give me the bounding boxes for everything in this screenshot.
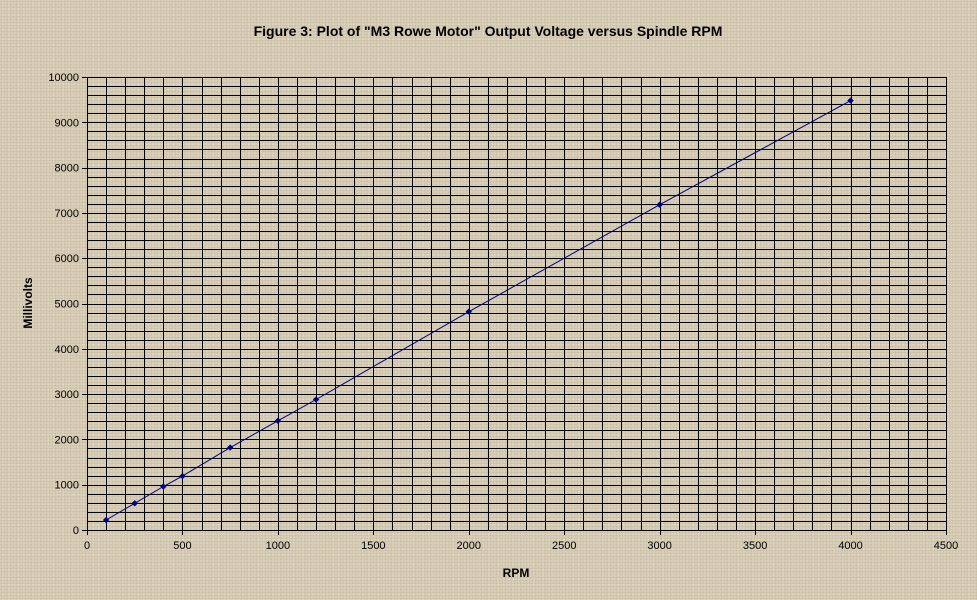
data-point	[312, 396, 320, 403]
data-point	[274, 417, 282, 425]
y-tick-label: 4000	[55, 344, 79, 356]
y-axis-title: Millivolts	[21, 277, 35, 329]
y-tick-label: 1000	[55, 480, 79, 492]
y-tick-label: 9000	[55, 117, 79, 129]
x-tick-label: 1500	[361, 540, 385, 552]
y-tick-label: 5000	[55, 299, 79, 311]
x-tick-label: 1000	[266, 540, 290, 552]
x-tick-label: 4000	[838, 540, 862, 552]
x-tick-label: 2000	[457, 540, 481, 552]
x-tick-label: 3000	[647, 540, 671, 552]
data-point	[179, 472, 186, 480]
y-tick-label: 2000	[55, 434, 79, 446]
x-axis-title: RPM	[503, 566, 530, 580]
y-tick-label: 3000	[55, 389, 79, 401]
series-line	[105, 100, 851, 521]
x-axis-ticks: 0 500 1000 1500 2000 2500 3000 3500 4000 4500	[84, 530, 958, 552]
data-point	[465, 308, 472, 315]
y-tick-label: 0	[73, 525, 79, 537]
data-point	[226, 444, 234, 451]
x-tick-label: 4500	[934, 540, 958, 552]
x-tick-label: 3500	[743, 540, 767, 552]
y-axis-ticks: 0 1000 2000 3000 4000 5000 6000 7000 8000 9000 100…	[48, 72, 87, 537]
data-point	[131, 500, 138, 507]
x-tick-label: 500	[173, 540, 191, 552]
x-tick-label: 0	[84, 540, 90, 552]
data-point	[160, 483, 167, 490]
plot-area	[87, 77, 946, 530]
data-point	[102, 516, 110, 524]
data-point	[656, 201, 663, 208]
data-point	[847, 97, 854, 104]
grid	[87, 77, 947, 531]
chart-title: Figure 3: Plot of "M3 Rowe Motor" Output…	[254, 23, 723, 39]
y-tick-label: 6000	[55, 253, 79, 265]
series	[102, 97, 854, 524]
x-tick-label: 2500	[552, 540, 576, 552]
axes	[87, 77, 947, 531]
y-tick-label: 8000	[55, 163, 79, 175]
y-tick-label: 10000	[48, 72, 79, 84]
y-tick-label: 7000	[55, 208, 79, 220]
